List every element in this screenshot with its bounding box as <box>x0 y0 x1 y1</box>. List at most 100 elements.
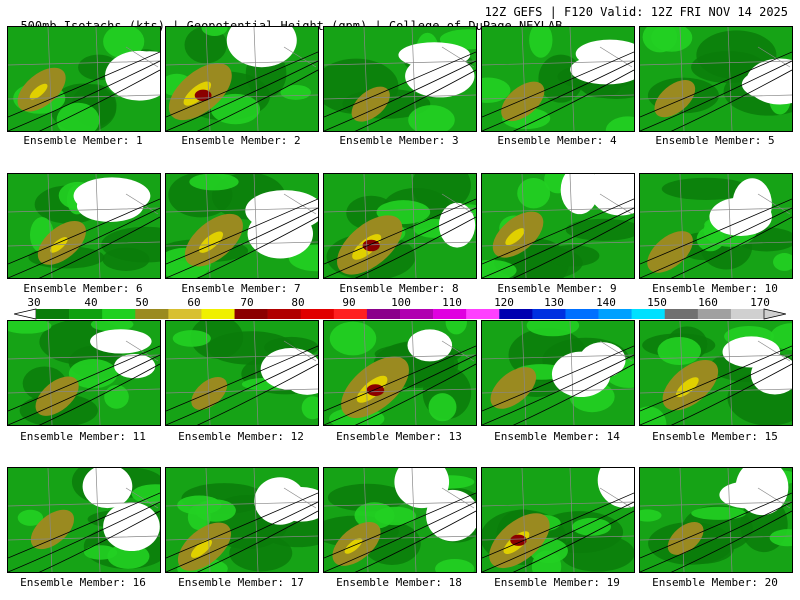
ensemble-map-12 <box>165 320 319 426</box>
wind-70-80kt-region <box>366 384 385 397</box>
geopotential-height-contour <box>166 51 318 118</box>
wind-50-60kt-region <box>647 231 693 273</box>
ensemble-member-caption: Ensemble Member: 8 <box>339 282 459 295</box>
wind-60-70kt-region <box>190 539 212 558</box>
geopotential-height-contour <box>196 69 318 131</box>
ensemble-map-19 <box>481 467 635 573</box>
wind-40-50kt-region <box>354 502 395 529</box>
geopotential-height-contour <box>354 216 476 278</box>
geopotential-height-contour <box>324 354 476 425</box>
ensemble-map-2 <box>165 26 319 132</box>
wind-40-50kt-region <box>90 321 134 332</box>
ensemble-member-caption: Ensemble Member: 5 <box>655 134 775 147</box>
wind-30-40kt-region <box>229 534 293 572</box>
calm-area <box>746 58 792 105</box>
wind-40-50kt-region <box>482 259 517 278</box>
geopotential-height-contour <box>482 492 634 559</box>
colorbar-tick-label: 100 <box>391 296 411 309</box>
ensemble-member-caption: Ensemble Member: 15 <box>652 430 778 443</box>
ensemble-map-16 <box>7 467 161 573</box>
geopotential-height-contour <box>354 363 476 425</box>
colorbar-swatch <box>69 309 103 319</box>
wind-40-50kt-region <box>691 506 746 520</box>
calm-area <box>90 329 152 354</box>
wind-40-50kt-region <box>526 321 580 337</box>
geopotential-height-contour <box>166 207 318 278</box>
calm-area <box>273 487 318 522</box>
isotach-field <box>166 321 318 425</box>
wind-40-50kt-region <box>408 105 455 131</box>
geopotential-height-contour <box>670 510 792 572</box>
colorbar-right-arrow <box>763 308 786 320</box>
wind-40-50kt-region <box>187 504 211 531</box>
colorbar-tick-label: 170 <box>750 296 770 309</box>
geopotential-height-contour <box>166 198 318 265</box>
ensemble-map-13 <box>323 320 477 426</box>
colorbar-tick-label: 110 <box>442 296 462 309</box>
ensemble-member-caption: Ensemble Member: 20 <box>652 576 778 589</box>
geopotential-height-contour <box>640 354 792 425</box>
ensemble-member-caption: Ensemble Member: 3 <box>339 134 459 147</box>
ensemble-member-caption: Ensemble Member: 17 <box>178 576 304 589</box>
colorbar-swatch <box>532 309 566 319</box>
geopotential-height-contour <box>38 510 160 572</box>
geopotential-height-contour <box>640 51 792 118</box>
ensemble-member-caption: Ensemble Member: 19 <box>494 576 620 589</box>
geopotential-height-contour <box>482 354 634 425</box>
wind-40-50kt-region <box>435 559 475 572</box>
isotach-field <box>482 27 634 131</box>
colorbar-tick-label: 70 <box>240 296 254 309</box>
geopotential-height-contour <box>324 492 476 559</box>
geopotential-height-contour <box>640 501 792 572</box>
geopotential-height-contour <box>670 363 792 425</box>
calm-area <box>407 329 453 362</box>
colorbar-swatch <box>267 309 302 319</box>
colorbar-tick-label: 40 <box>84 296 98 309</box>
geopotential-height-contour <box>324 60 476 131</box>
colorbar-swatch <box>36 309 70 319</box>
wind-40-50kt-region <box>103 27 145 59</box>
ensemble-member-caption: Ensemble Member: 1 <box>23 134 143 147</box>
isotach-field <box>482 321 634 425</box>
geopotential-height-contour <box>482 51 634 118</box>
geopotential-height-contour <box>196 216 318 278</box>
isotach-field <box>8 27 160 131</box>
isotach-field <box>482 468 634 572</box>
geopotential-height-contour <box>512 510 634 572</box>
colorbar-swatch <box>631 309 666 319</box>
wind-40-50kt-region <box>642 27 678 53</box>
geopotential-height-contour <box>640 60 792 131</box>
wind-30-40kt-region <box>559 534 634 572</box>
calm-area <box>709 197 772 237</box>
geopotential-height-contour <box>324 345 476 412</box>
calm-area <box>575 39 634 68</box>
wind-50-60kt-region <box>501 81 545 122</box>
ensemble-map-15 <box>639 320 793 426</box>
wind-40-50kt-region <box>770 323 792 351</box>
wind-40-50kt-region <box>172 330 211 347</box>
calm-area <box>722 336 781 368</box>
geopotential-height-contour <box>8 354 160 425</box>
geopotential-height-contour <box>8 60 160 131</box>
geopotential-height-contour <box>166 345 318 412</box>
colorbar-swatch <box>135 309 169 319</box>
colorbar-swatch <box>664 309 699 319</box>
geopotential-height-contour <box>482 60 634 131</box>
geopotential-height-contour <box>640 207 792 278</box>
geopotential-height-contour <box>8 501 160 572</box>
wind-40-50kt-region <box>104 385 129 409</box>
isotach-field <box>482 174 634 278</box>
geopotential-height-contour <box>482 207 634 278</box>
ensemble-map-9 <box>481 173 635 279</box>
geopotential-height-contour <box>38 363 160 425</box>
wind-40-50kt-region <box>56 102 100 131</box>
geopotential-height-contour <box>166 501 318 572</box>
geopotential-height-contour <box>38 69 160 131</box>
ensemble-member-caption: Ensemble Member: 12 <box>178 430 304 443</box>
wind-40-50kt-region <box>640 406 667 425</box>
colorbar-tick-label: 90 <box>342 296 356 309</box>
wind-30-40kt-region <box>691 51 766 84</box>
colorbar-tick-label: 130 <box>544 296 564 309</box>
wind-40-50kt-region <box>329 321 377 356</box>
ensemble-member-caption: Ensemble Member: 10 <box>652 282 778 295</box>
